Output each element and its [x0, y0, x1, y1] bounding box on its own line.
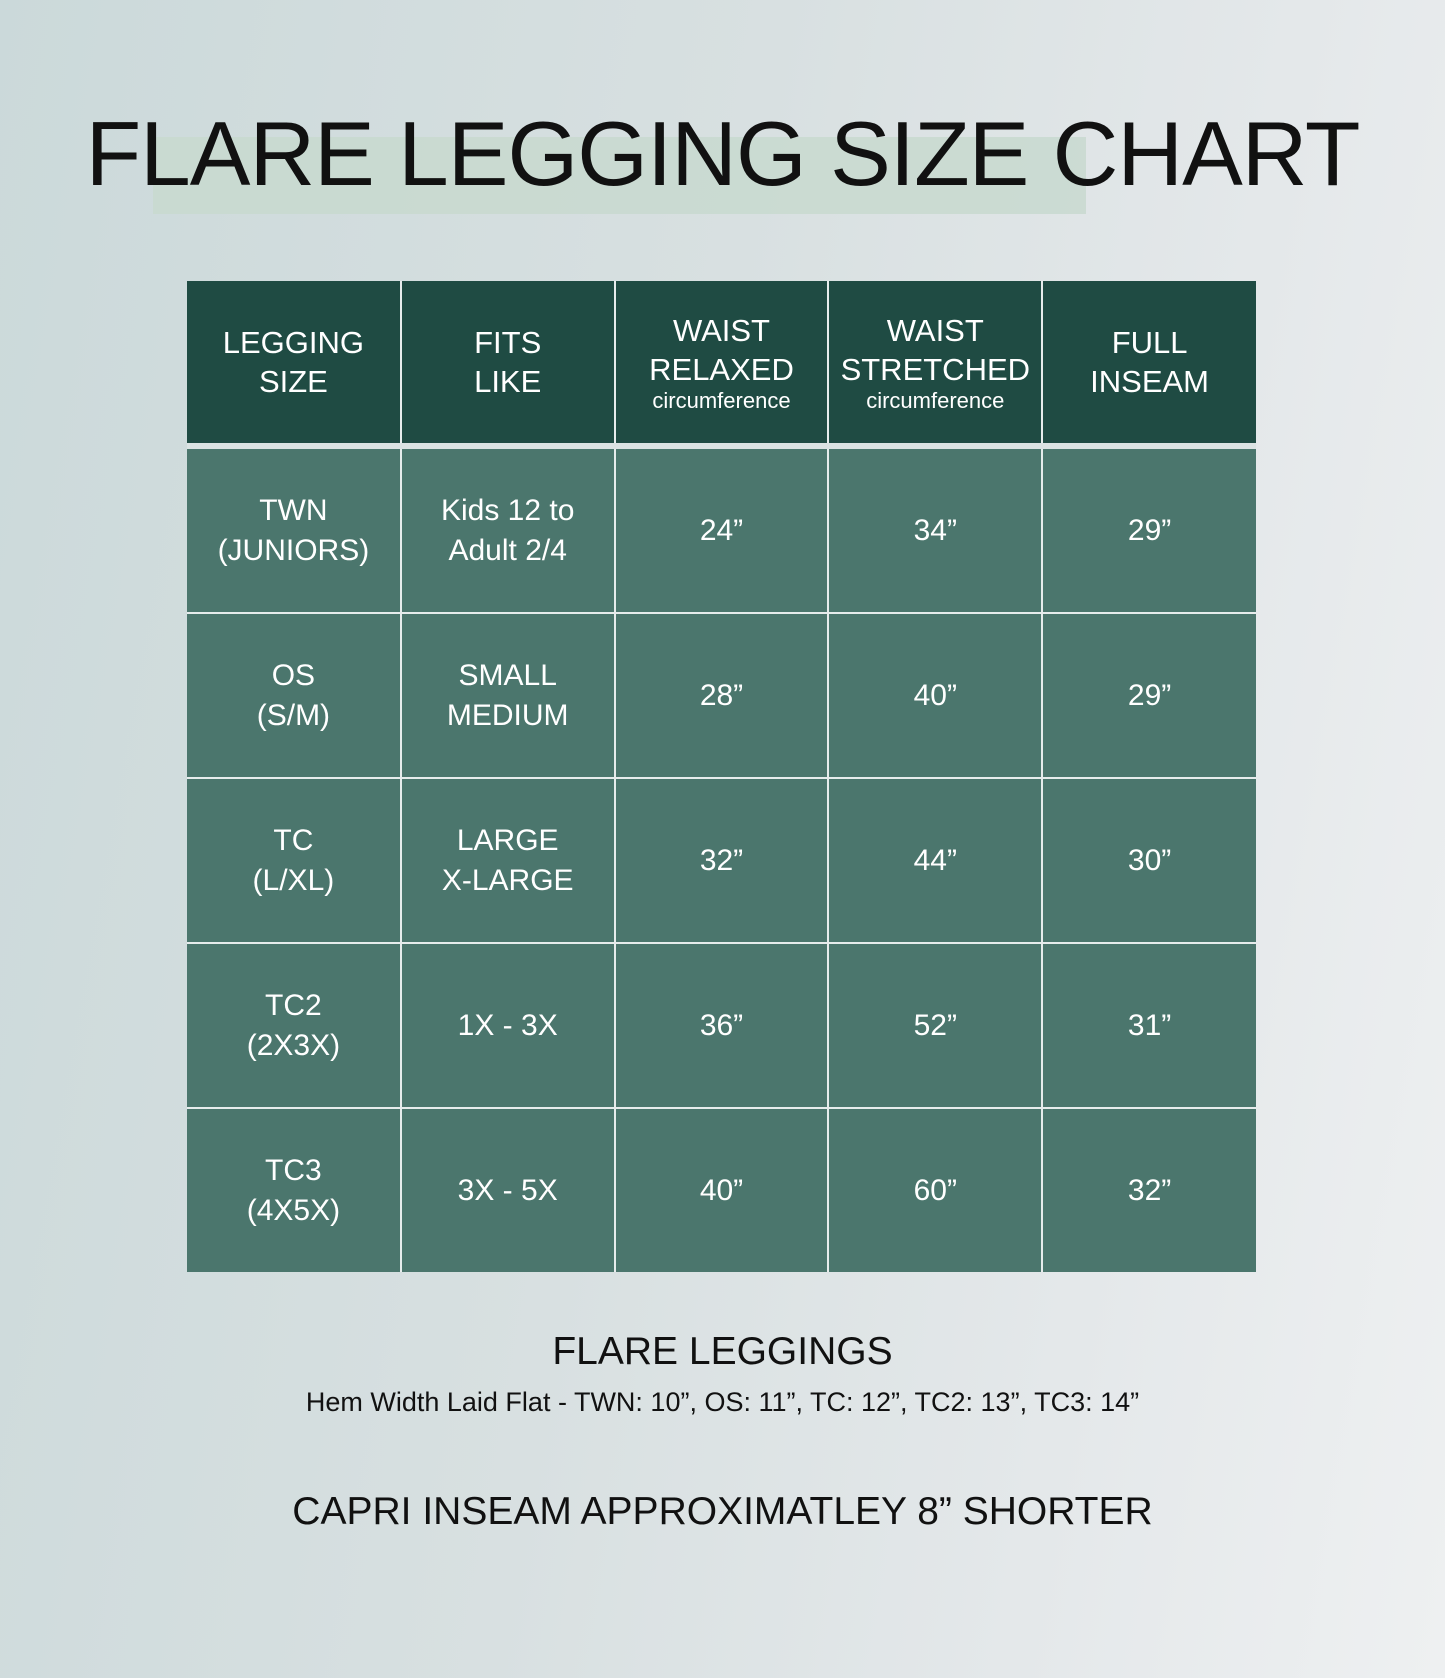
- header-subtitle: circumference: [652, 388, 791, 413]
- waist-relaxed-cell: 24”: [613, 446, 830, 613]
- column-header: FITS LIKE: [399, 281, 616, 449]
- column-header: WAIST RELAXED circumference: [613, 281, 830, 449]
- table-row: OS (S/M) SMALL MEDIUM 28” 40” 29”: [187, 612, 1256, 778]
- table-row: TC (L/XL) LARGE X-LARGE 32” 44” 30”: [187, 777, 1256, 943]
- fit-line: Adult 2/4: [448, 533, 567, 567]
- size-chart-table: LEGGING SIZE FITS LIKE WAIST RELAXED circumfer…: [187, 281, 1256, 1272]
- fit-line: Kids 12 to: [440, 493, 575, 527]
- table-row: TC2 (2X3X) 1X - 3X 36” 52” 31”: [187, 942, 1256, 1108]
- fit-line: X-LARGE: [441, 863, 574, 897]
- waist-stretched-cell: 44”: [827, 777, 1044, 943]
- size-line: TC3: [265, 1153, 322, 1187]
- fits-like-cell: 3X - 5X: [399, 1107, 616, 1272]
- inseam-cell: 32”: [1041, 1107, 1256, 1272]
- size-cell: TC2 (2X3X): [187, 942, 402, 1108]
- header-row: LEGGING SIZE FITS LIKE WAIST RELAXED circumfer…: [187, 281, 1256, 449]
- header-line: STRETCHED: [840, 352, 1031, 387]
- table-row: TWN (JUNIORS) Kids 12 to Adult 2/4 24” 34”…: [187, 446, 1256, 613]
- size-cell: TWN (JUNIORS): [187, 446, 402, 613]
- hem-width-note: Hem Width Laid Flat - TWN: 10”, OS: 11”,…: [305, 1387, 1140, 1417]
- header-line: WAIST: [672, 313, 770, 348]
- inseam-cell: 31”: [1041, 942, 1256, 1108]
- size-line: (L/XL): [252, 863, 335, 897]
- inseam-cell: 29”: [1041, 446, 1256, 613]
- size-line: (S/M): [256, 698, 331, 732]
- column-header: FULL INSEAM: [1041, 281, 1256, 449]
- size-cell: TC3 (4X5X): [187, 1107, 402, 1272]
- fit-line: MEDIUM: [446, 698, 569, 732]
- column-header: LEGGING SIZE: [187, 281, 402, 449]
- waist-relaxed-cell: 28”: [613, 612, 830, 778]
- footer-heading: FLARE LEGGINGS: [552, 1330, 893, 1373]
- size-cell: TC (L/XL): [187, 777, 402, 943]
- size-line: TC2: [265, 988, 322, 1022]
- size-line: TWN: [259, 493, 328, 527]
- size-line: (4X5X): [246, 1193, 341, 1227]
- size-line: OS: [271, 658, 316, 692]
- waist-relaxed-cell: 36”: [613, 942, 830, 1108]
- waist-stretched-cell: 34”: [827, 446, 1044, 613]
- waist-stretched-cell: 52”: [827, 942, 1044, 1108]
- fits-like-cell: Kids 12 to Adult 2/4: [399, 446, 616, 613]
- inseam-cell: 30”: [1041, 777, 1256, 943]
- header-line: LEGGING: [222, 325, 365, 360]
- waist-relaxed-cell: 32”: [613, 777, 830, 943]
- header-line: RELAXED: [649, 352, 794, 387]
- header-line: SIZE: [258, 364, 328, 399]
- header-line: LIKE: [474, 364, 542, 399]
- size-line: (2X3X): [246, 1028, 341, 1062]
- inseam-cell: 29”: [1041, 612, 1256, 778]
- table-row: TC3 (4X5X) 3X - 5X 40” 60” 32”: [187, 1107, 1256, 1272]
- fit-line: 3X - 5X: [457, 1173, 558, 1207]
- fits-like-cell: 1X - 3X: [399, 942, 616, 1108]
- size-cell: OS (S/M): [187, 612, 402, 778]
- fits-like-cell: LARGE X-LARGE: [399, 777, 616, 943]
- page-title: FLARE LEGGING SIZE CHART: [85, 104, 1361, 205]
- size-line: (JUNIORS): [217, 533, 370, 567]
- header-line: FITS: [474, 325, 542, 360]
- waist-stretched-cell: 60”: [827, 1107, 1044, 1272]
- title-highlight: [153, 137, 1086, 214]
- waist-stretched-cell: 40”: [827, 612, 1044, 778]
- fit-line: LARGE: [456, 823, 559, 857]
- fits-like-cell: SMALL MEDIUM: [399, 612, 616, 778]
- capri-note: CAPRI INSEAM APPROXIMATLEY 8” SHORTER: [292, 1490, 1153, 1533]
- header-line: INSEAM: [1090, 364, 1210, 399]
- column-header: WAIST STRETCHED circumference: [827, 281, 1044, 449]
- fit-line: SMALL: [458, 658, 557, 692]
- size-line: TC: [273, 823, 314, 857]
- header-subtitle: circumference: [866, 388, 1005, 413]
- waist-relaxed-cell: 40”: [613, 1107, 830, 1272]
- header-line: WAIST: [886, 313, 984, 348]
- fit-line: 1X - 3X: [457, 1008, 558, 1042]
- header-line: FULL: [1111, 325, 1188, 360]
